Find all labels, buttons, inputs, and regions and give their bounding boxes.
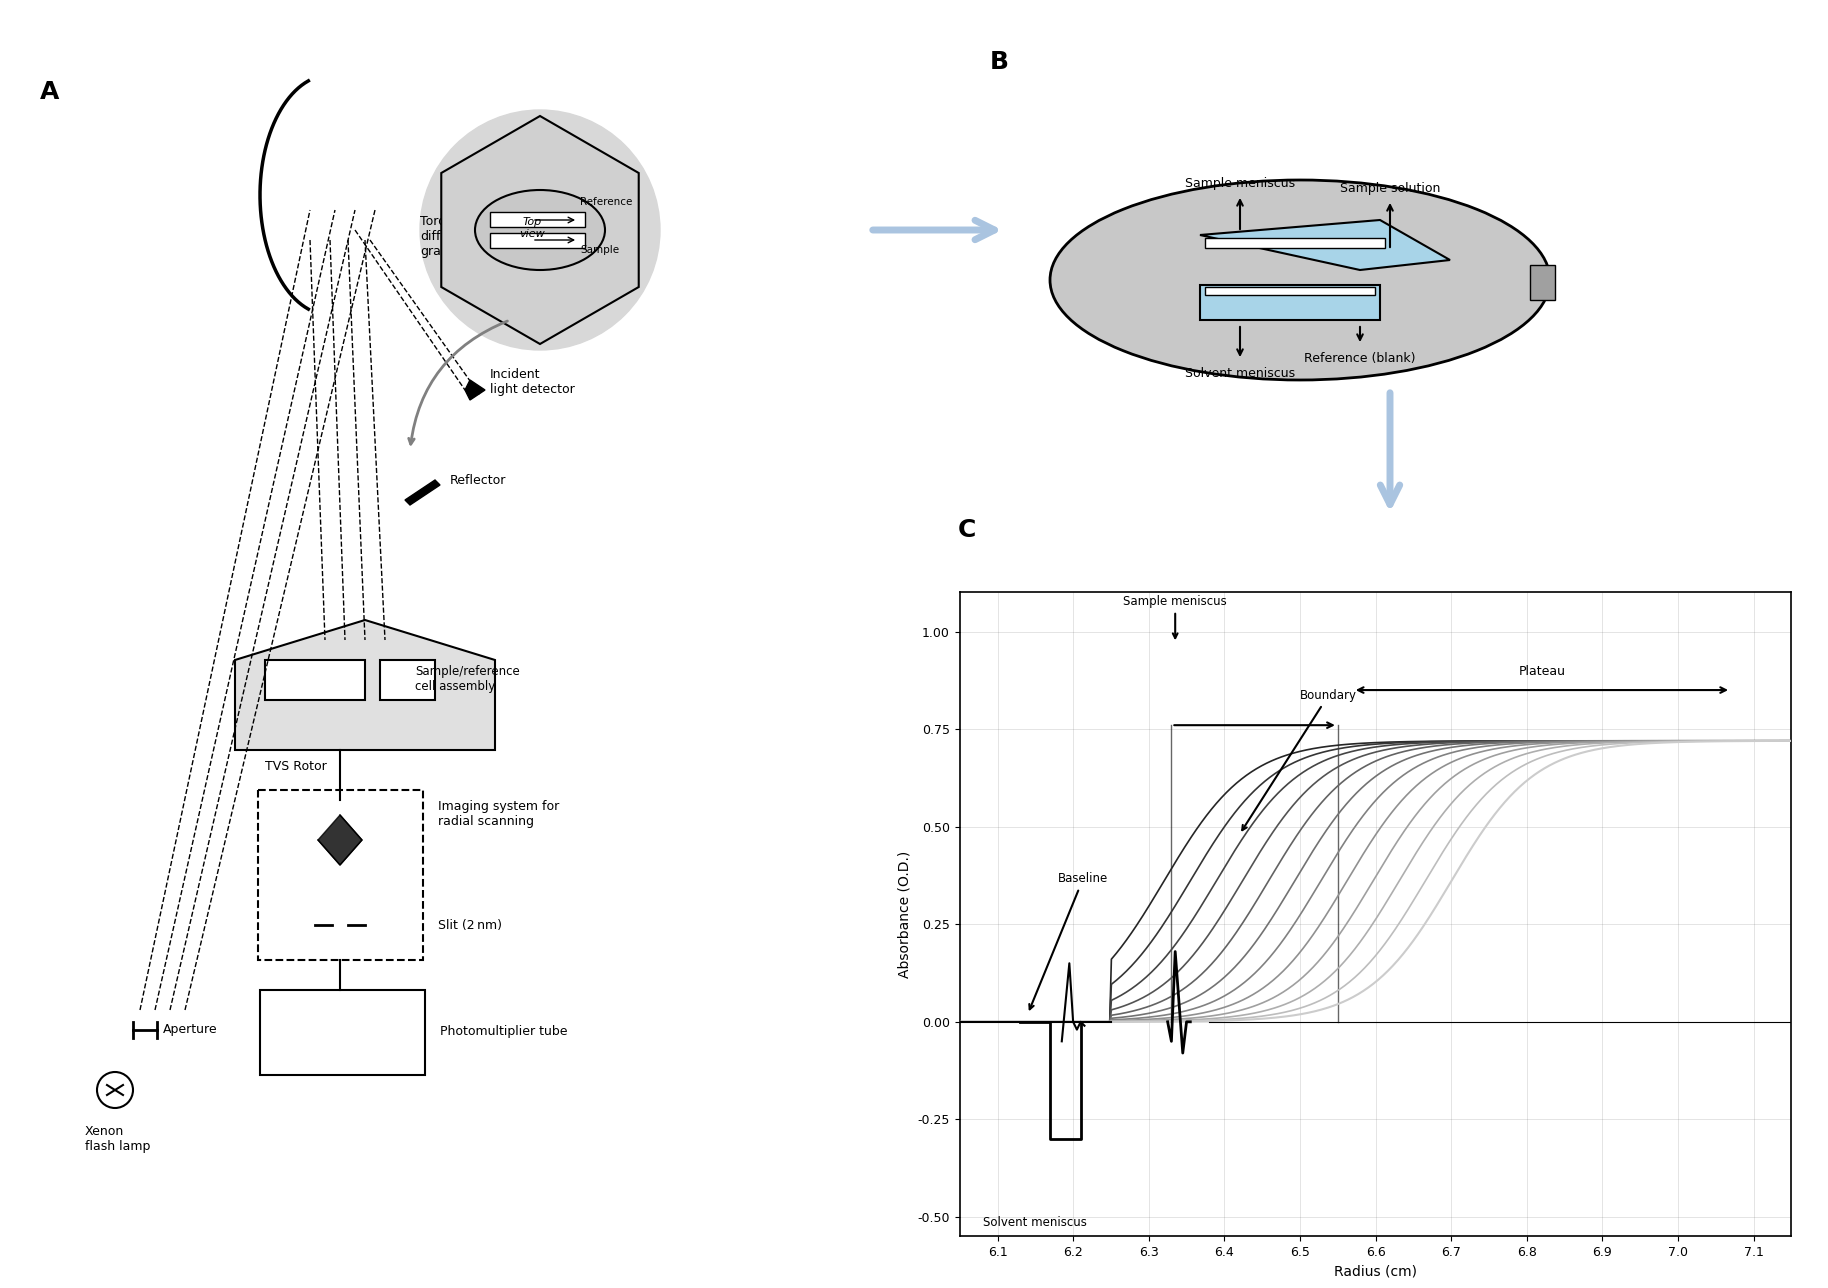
Polygon shape	[1199, 220, 1450, 270]
Text: Slit (2 nm): Slit (2 nm)	[439, 918, 503, 931]
Text: Reference: Reference	[579, 197, 632, 207]
Text: C: C	[958, 518, 976, 542]
Text: Sample meniscus: Sample meniscus	[1124, 595, 1227, 638]
Bar	[1205, 238, 1386, 249]
X-axis label: Radius (cm): Radius (cm)	[1334, 1265, 1417, 1279]
Text: Baseline: Baseline	[1029, 872, 1108, 1010]
Text: Photomultiplier tube: Photomultiplier tube	[441, 1025, 567, 1038]
Text: Boundary: Boundary	[1243, 689, 1356, 831]
Bar	[260, 990, 424, 1075]
Text: Reflector: Reflector	[450, 474, 506, 487]
Text: Reference (blank): Reference (blank)	[1303, 352, 1415, 365]
Bar	[1530, 265, 1556, 300]
Ellipse shape	[1049, 180, 1550, 380]
Bar	[1205, 287, 1375, 295]
Text: Solvent meniscus: Solvent meniscus	[1185, 367, 1294, 380]
Bar	[258, 790, 422, 960]
Bar	[265, 659, 366, 699]
Text: Imaging system for
radial scanning: Imaging system for radial scanning	[439, 800, 559, 828]
Text: Sample solution: Sample solution	[1340, 182, 1440, 194]
Text: Sample: Sample	[579, 245, 620, 255]
Y-axis label: Absorbance (O.D.): Absorbance (O.D.)	[898, 851, 912, 978]
Text: B: B	[991, 50, 1009, 73]
Text: TVS Rotor: TVS Rotor	[265, 760, 327, 773]
Text: Sample/reference
cell assembly: Sample/reference cell assembly	[415, 665, 519, 693]
Text: Xenon
flash lamp: Xenon flash lamp	[84, 1124, 150, 1153]
Polygon shape	[236, 620, 495, 750]
Polygon shape	[464, 380, 484, 401]
Polygon shape	[318, 815, 362, 866]
Circle shape	[420, 109, 660, 350]
Bar	[490, 213, 585, 227]
Text: Plateau: Plateau	[1519, 666, 1565, 679]
Text: Sample meniscus: Sample meniscus	[1185, 176, 1294, 191]
Text: Solvent meniscus: Solvent meniscus	[983, 1216, 1088, 1229]
Text: Top
view: Top view	[519, 218, 545, 238]
Text: Incident
light detector: Incident light detector	[490, 368, 574, 395]
Bar	[490, 233, 585, 249]
Bar	[380, 659, 435, 699]
Polygon shape	[406, 480, 441, 505]
Polygon shape	[1199, 285, 1380, 319]
Text: Toroidal
diffraction
grating: Toroidal diffraction grating	[420, 215, 484, 258]
Text: Aperture: Aperture	[163, 1024, 218, 1037]
Ellipse shape	[475, 191, 605, 270]
Text: A: A	[40, 80, 58, 104]
Polygon shape	[441, 116, 638, 344]
